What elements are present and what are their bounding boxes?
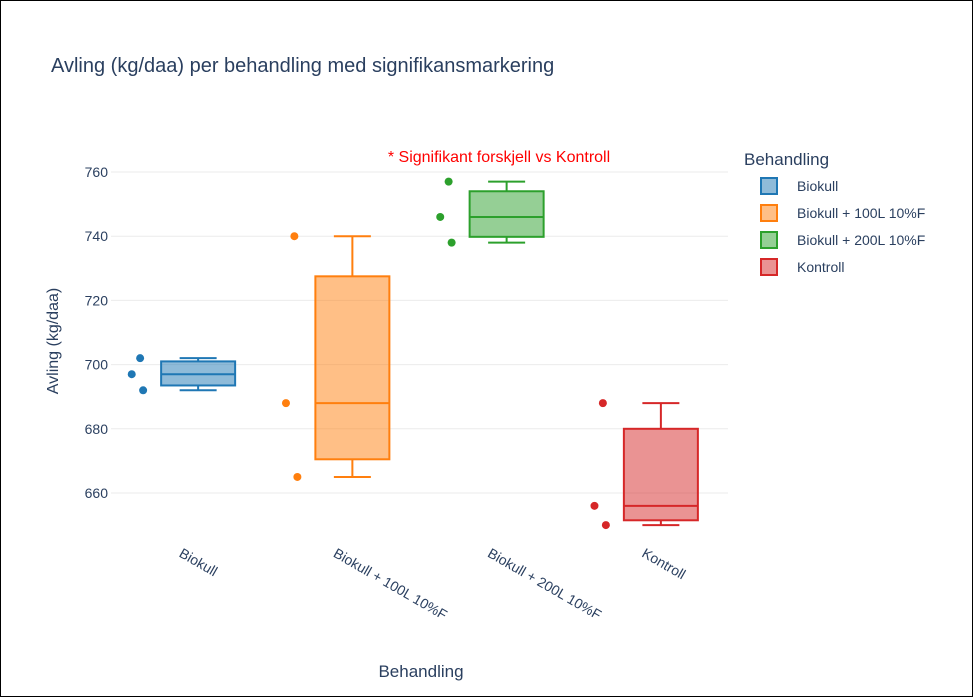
legend-swatch-1	[760, 177, 778, 195]
legend-label-2: Biokull + 100L 10%F	[797, 205, 925, 221]
box-1	[127, 354, 237, 395]
data-point	[290, 232, 299, 241]
data-point	[293, 472, 302, 481]
y-tick-label: 700	[85, 357, 109, 373]
y-tick-label: 680	[85, 421, 109, 437]
legend-swatch-2	[760, 204, 778, 222]
legend-swatch-4	[760, 258, 778, 276]
y-axis: 660 680 700 720 740 760	[85, 164, 109, 501]
y-tick-label: 720	[85, 292, 109, 308]
box-3	[436, 177, 545, 247]
data-point	[590, 501, 599, 510]
y-tick-label: 660	[85, 485, 109, 501]
significance-annotation: * Signifikant forskjell vs Kontroll	[388, 149, 610, 166]
y-tick-label: 740	[85, 228, 109, 244]
box-iqr	[314, 275, 391, 461]
x-tick-label: Kontroll	[639, 545, 688, 583]
data-point	[281, 399, 290, 408]
legend: Behandling Biokull Biokull + 100L 10%F Bio…	[744, 150, 925, 276]
x-axis: Biokull Biokull + 100L 10%F Biokull + 200L…	[177, 545, 689, 623]
box-2	[281, 232, 391, 481]
data-point	[139, 386, 148, 395]
data-point	[598, 399, 607, 408]
x-axis-title: Behandling	[378, 662, 463, 681]
boxes	[127, 177, 699, 530]
x-tick-label: Biokull + 100L 10%F	[331, 545, 450, 623]
legend-label-4: Kontroll	[797, 259, 844, 275]
y-tick-label: 760	[85, 164, 109, 180]
chart-title: Avling (kg/daa) per behandling med signi…	[51, 55, 554, 77]
x-tick-label: Biokull	[177, 545, 221, 579]
box-iqr	[468, 190, 545, 238]
data-point	[436, 212, 445, 221]
legend-title: Behandling	[744, 150, 829, 169]
data-point	[447, 238, 456, 247]
data-point	[601, 521, 610, 530]
legend-swatch-3	[760, 231, 778, 249]
legend-label-3: Biokull + 200L 10%F	[797, 232, 925, 248]
box-4	[590, 399, 699, 530]
x-tick-label: Biokull + 200L 10%F	[485, 545, 604, 623]
data-point	[127, 370, 136, 379]
data-point	[136, 354, 145, 363]
legend-label-1: Biokull	[797, 178, 838, 194]
y-axis-title: Avling (kg/daa)	[45, 288, 62, 394]
data-point	[444, 177, 453, 186]
